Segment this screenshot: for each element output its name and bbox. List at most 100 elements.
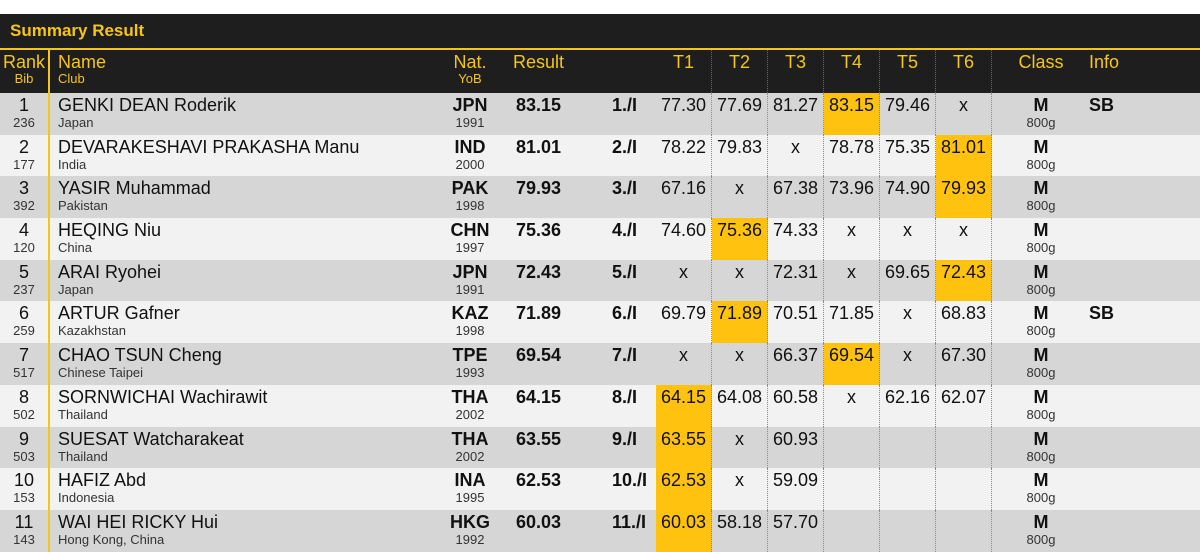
implement-weight: 800g <box>1026 240 1056 256</box>
implement-weight: 800g <box>1026 156 1056 172</box>
class-cell: M 800g <box>1000 468 1082 506</box>
trial-1-cell: x <box>656 259 712 302</box>
class-value: M <box>1033 428 1049 449</box>
rank: 1 <box>18 95 29 115</box>
trial-3-cell: x <box>768 134 824 177</box>
rank: 6 <box>18 303 29 324</box>
header-info: Info <box>1089 52 1120 72</box>
rank: 7 <box>18 345 29 366</box>
bib: 120 <box>13 240 35 256</box>
rank: 9 <box>18 428 29 449</box>
trial-3-cell: 60.93 <box>768 426 824 469</box>
header-rank: Rank <box>2 52 46 72</box>
trial-4-cell <box>824 509 880 552</box>
nat-cell: INA 1995 <box>444 468 496 506</box>
trial-4-cell: x <box>824 384 880 427</box>
implement-weight: 800g <box>1026 198 1056 214</box>
trial-6-cell <box>936 426 992 469</box>
name-cell: SUESAT Watcharakeat Thailand <box>58 427 244 465</box>
trial-3-cell: 72.31 <box>768 259 824 302</box>
nationality: THA <box>451 386 489 407</box>
trial-4-cell: x <box>824 218 880 260</box>
trial-1-cell: 62.53 <box>656 468 712 510</box>
bib: 517 <box>13 365 35 381</box>
nationality: THA <box>451 428 489 449</box>
trial-5-cell <box>880 426 936 469</box>
rank-cell: 9 503 <box>0 426 50 469</box>
table-row: 9 503 SUESAT Watcharakeat Thailand THA 2… <box>0 426 1200 469</box>
year-of-birth: 2000 <box>455 156 485 172</box>
table-row: 2 177 DEVARAKESHAVI PRAKASHA Manu India … <box>0 134 1200 177</box>
header-trial-4: T4 <box>824 50 880 93</box>
class-cell: M 800g <box>1000 260 1082 298</box>
year-of-birth: 1991 <box>455 281 485 297</box>
header-rank-cell: Rank Bib <box>0 50 50 93</box>
class-value: M <box>1033 386 1049 407</box>
result-value: 60.03 <box>516 511 562 532</box>
result-value: 75.36 <box>516 220 562 241</box>
trial-4-cell: 78.78 <box>824 134 880 177</box>
implement-weight: 800g <box>1026 448 1056 464</box>
trial-6-cell <box>936 509 992 552</box>
result-value: 71.89 <box>516 303 562 324</box>
class-cell: M 800g <box>1000 218 1082 256</box>
rank: 2 <box>18 136 29 157</box>
implement-weight: 800g <box>1026 323 1056 339</box>
header-result: Result <box>513 52 565 72</box>
class-cell: M 800g <box>1000 343 1082 381</box>
nat-cell: HKG 1992 <box>444 510 496 548</box>
trial-2-cell: 77.69 <box>712 93 768 135</box>
table-row: 7 517 CHAO TSUN Cheng Chinese Taipei TPE… <box>0 343 1200 385</box>
trial-5-cell: 79.46 <box>880 93 936 135</box>
trial-5-cell <box>880 468 936 510</box>
nat-cell: JPN 1991 <box>444 260 496 298</box>
nationality: PAK <box>451 178 489 199</box>
implement-weight: 800g <box>1026 281 1056 297</box>
trial-6-cell: 79.93 <box>936 176 992 219</box>
results-table: Rank Bib Name Club Nat. YoB Result T1 T2 T… <box>0 50 1200 552</box>
trial-4-cell: x <box>824 259 880 302</box>
class-value: M <box>1033 470 1049 491</box>
table-row: 4 120 HEQING Niu China CHN 1997 75.36 4./I… <box>0 218 1200 260</box>
athlete-club: China <box>58 240 92 256</box>
rank-cell: 2 177 <box>0 134 50 177</box>
table-row: 5 237 ARAI Ryohei Japan JPN 1991 72.43 5./… <box>0 259 1200 302</box>
trial-6-cell: 68.83 <box>936 301 992 344</box>
athlete-name: SORNWICHAI Wachirawit <box>58 386 268 407</box>
bib: 503 <box>13 448 35 464</box>
bib: 392 <box>13 198 35 214</box>
trial-6-cell: 81.01 <box>936 134 992 177</box>
trial-4-cell: 71.85 <box>824 301 880 344</box>
result-value: 79.93 <box>516 178 562 199</box>
implement-weight: 800g <box>1026 490 1056 506</box>
position-label: 8./I <box>612 386 638 407</box>
athlete-name: YASIR Muhammad <box>58 178 211 199</box>
trial-6-cell <box>936 468 992 510</box>
result-value: 62.53 <box>516 470 562 491</box>
rank-cell: 6 259 <box>0 301 50 344</box>
position-label: 5./I <box>612 261 638 282</box>
trial-5-cell: 62.16 <box>880 384 936 427</box>
athlete-name: ARAI Ryohei <box>58 261 162 282</box>
rank-cell: 11 143 <box>0 509 50 552</box>
implement-weight: 800g <box>1026 531 1056 547</box>
trial-4-cell: 73.96 <box>824 176 880 219</box>
trial-5-cell: 75.35 <box>880 134 936 177</box>
position-label: 11./I <box>612 511 647 532</box>
year-of-birth: 1995 <box>455 490 485 506</box>
name-cell: ARAI Ryohei Japan <box>58 260 161 298</box>
athlete-name: HAFIZ Abd <box>58 470 147 491</box>
result-value: 69.54 <box>516 345 562 366</box>
rank-cell: 5 237 <box>0 259 50 302</box>
trial-6-cell: x <box>936 218 992 260</box>
athlete-club: Indonesia <box>58 490 115 506</box>
name-cell: YASIR Muhammad Pakistan <box>58 176 211 214</box>
trial-4-cell: 83.15 <box>824 93 880 135</box>
trial-2-cell: x <box>712 343 768 385</box>
position-label: 7./I <box>612 345 638 366</box>
position-label: 1./I <box>612 95 638 115</box>
athlete-name: SUESAT Watcharakeat <box>58 428 244 449</box>
position-label: 9./I <box>612 428 638 449</box>
year-of-birth: 1993 <box>455 365 485 381</box>
class-value: M <box>1033 345 1049 366</box>
